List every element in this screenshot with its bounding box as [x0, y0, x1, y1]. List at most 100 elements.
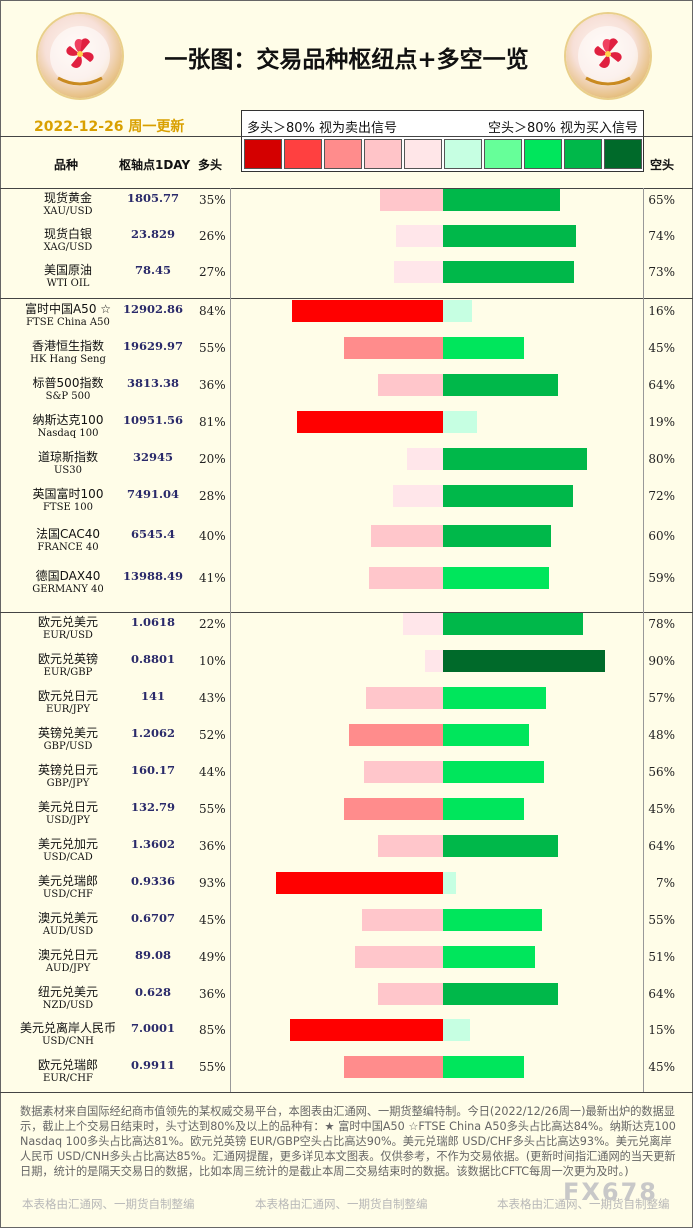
legend-swatch	[604, 139, 642, 169]
long-bar	[378, 835, 443, 857]
color-legend: 多头＞80% 视为卖出信号 空头＞80% 视为买入信号	[241, 110, 644, 172]
instrument-cn: 澳元兑日元	[37, 948, 98, 962]
short-percent: 64%	[648, 378, 675, 392]
short-bar	[443, 374, 558, 396]
instrument-name: 香港恒生指数 HK Hang Seng	[12, 339, 124, 367]
header-divider	[0, 136, 693, 137]
pivot-value: 141	[140, 689, 165, 703]
column-divider	[230, 188, 231, 1092]
short-percent: 15%	[648, 1023, 675, 1037]
long-bar	[366, 687, 443, 709]
instrument-cn: 现货白银	[43, 227, 92, 241]
table-row: 纽元兑美元 NZD/USD 0.628 36% 64%	[0, 983, 693, 1021]
instrument-cn: 澳元兑美元	[37, 911, 98, 925]
long-bar	[425, 650, 443, 672]
instrument-cn: 欧元兑美元	[37, 615, 98, 629]
table-row: 英国富时100 FTSE 100 7491.04 28% 72%	[0, 485, 693, 523]
short-bar	[443, 761, 544, 783]
short-bar	[443, 525, 551, 547]
pivot-value: 32945	[132, 450, 173, 464]
long-percent: 55%	[199, 802, 226, 816]
pivot-value: 1805.77	[126, 191, 179, 205]
instrument-cn: 道琼斯指数	[37, 450, 98, 464]
legend-swatch	[524, 139, 562, 169]
instrument-name: 欧元兑美元 EUR/USD	[12, 615, 124, 643]
instrument-name: 美元兑瑞郎 USD/CHF	[12, 874, 124, 902]
instrument-name: 现货黄金 XAU/USD	[12, 191, 124, 219]
instrument-en: HK Hang Seng	[30, 354, 106, 365]
long-percent: 93%	[199, 876, 226, 890]
instrument-en: EUR/GBP	[43, 667, 93, 678]
instrument-en: FTSE China A50	[26, 317, 110, 328]
long-percent: 28%	[199, 489, 226, 503]
long-bar	[369, 567, 443, 589]
pivot-value: 13988.49	[122, 569, 183, 583]
instrument-cn: 英镑兑美元	[37, 726, 98, 740]
long-percent: 35%	[199, 193, 226, 207]
update-date: 2022-12-26 周一更新	[34, 119, 185, 135]
long-bar	[380, 189, 443, 211]
section-divider	[0, 1092, 693, 1093]
page-title: 一张图：交易品种枢纽点+多空一览	[164, 47, 529, 73]
legend-swatch	[364, 139, 402, 169]
short-percent: 73%	[648, 265, 675, 279]
section-divider	[0, 612, 693, 613]
long-percent: 36%	[199, 378, 226, 392]
short-percent: 64%	[648, 987, 675, 1001]
long-percent: 36%	[199, 839, 226, 853]
instrument-en: Nasdaq 100	[37, 428, 99, 439]
instrument-name: 美元兑加元 USD/CAD	[12, 837, 124, 865]
short-bar	[443, 835, 558, 857]
short-percent: 65%	[648, 193, 675, 207]
instrument-name: 美国原油 WTI OIL	[12, 263, 124, 291]
short-percent: 64%	[648, 839, 675, 853]
long-bar	[407, 448, 443, 470]
instrument-en: EUR/CHF	[43, 1073, 93, 1084]
short-bar	[443, 872, 456, 894]
instrument-en: NZD/USD	[42, 1000, 94, 1011]
short-bar	[443, 687, 546, 709]
brand-watermark: FX678	[563, 1178, 658, 1206]
short-bar	[443, 1019, 470, 1041]
instrument-en: GERMANY 40	[32, 584, 104, 595]
short-bar	[443, 448, 587, 470]
instrument-cn: 香港恒生指数	[31, 339, 104, 353]
instrument-name: 澳元兑日元 AUD/JPY	[12, 948, 124, 976]
pivot-value: 132.79	[130, 800, 175, 814]
long-percent: 49%	[199, 950, 226, 964]
table-row: 欧元兑英镑 EUR/GBP 0.8801 10% 90%	[0, 650, 693, 688]
long-bar	[290, 1019, 443, 1041]
column-header-long: 多头	[198, 158, 223, 172]
short-percent: 45%	[648, 341, 675, 355]
long-bar	[297, 411, 443, 433]
long-percent: 52%	[199, 728, 226, 742]
table-row: 富时中国A50 ☆ FTSE China A50 12902.86 84% 16%	[0, 300, 693, 338]
table-row: 澳元兑日元 AUD/JPY 89.08 49% 51%	[0, 946, 693, 984]
instrument-name: 纽元兑美元 NZD/USD	[12, 985, 124, 1013]
table-row: 现货黄金 XAU/USD 1805.77 35% 65%	[0, 189, 693, 227]
instrument-name: 纳斯达克100 Nasdaq 100	[12, 413, 124, 441]
instrument-name: 道琼斯指数 US30	[12, 450, 124, 478]
pivot-value: 0.628	[134, 985, 171, 999]
table-row: 美元兑瑞郎 USD/CHF 0.9336 93% 7%	[0, 872, 693, 910]
pivot-value: 7491.04	[126, 487, 179, 501]
pivot-value: 1.2062	[130, 726, 175, 740]
instrument-cn: 美元兑瑞郎	[37, 874, 98, 888]
table-row: 美国原油 WTI OIL 78.45 27% 73%	[0, 261, 693, 299]
instrument-en: WTI OIL	[46, 278, 90, 289]
short-percent: 51%	[648, 950, 675, 964]
instrument-en: USD/CNH	[42, 1036, 94, 1047]
short-percent: 48%	[648, 728, 675, 742]
flower-emblem-icon	[50, 26, 110, 86]
long-bar	[396, 225, 443, 247]
short-percent: 55%	[648, 913, 675, 927]
short-percent: 72%	[648, 489, 675, 503]
instrument-en: USD/CAD	[43, 852, 93, 863]
table-row: 英镑兑美元 GBP/USD 1.2062 52% 48%	[0, 724, 693, 762]
short-percent: 90%	[648, 654, 675, 668]
long-percent: 22%	[199, 617, 226, 631]
instrument-name: 美元兑日元 USD/JPY	[12, 800, 124, 828]
long-percent: 10%	[199, 654, 226, 668]
pivot-value: 160.17	[130, 763, 175, 777]
short-percent: 7%	[655, 876, 675, 890]
